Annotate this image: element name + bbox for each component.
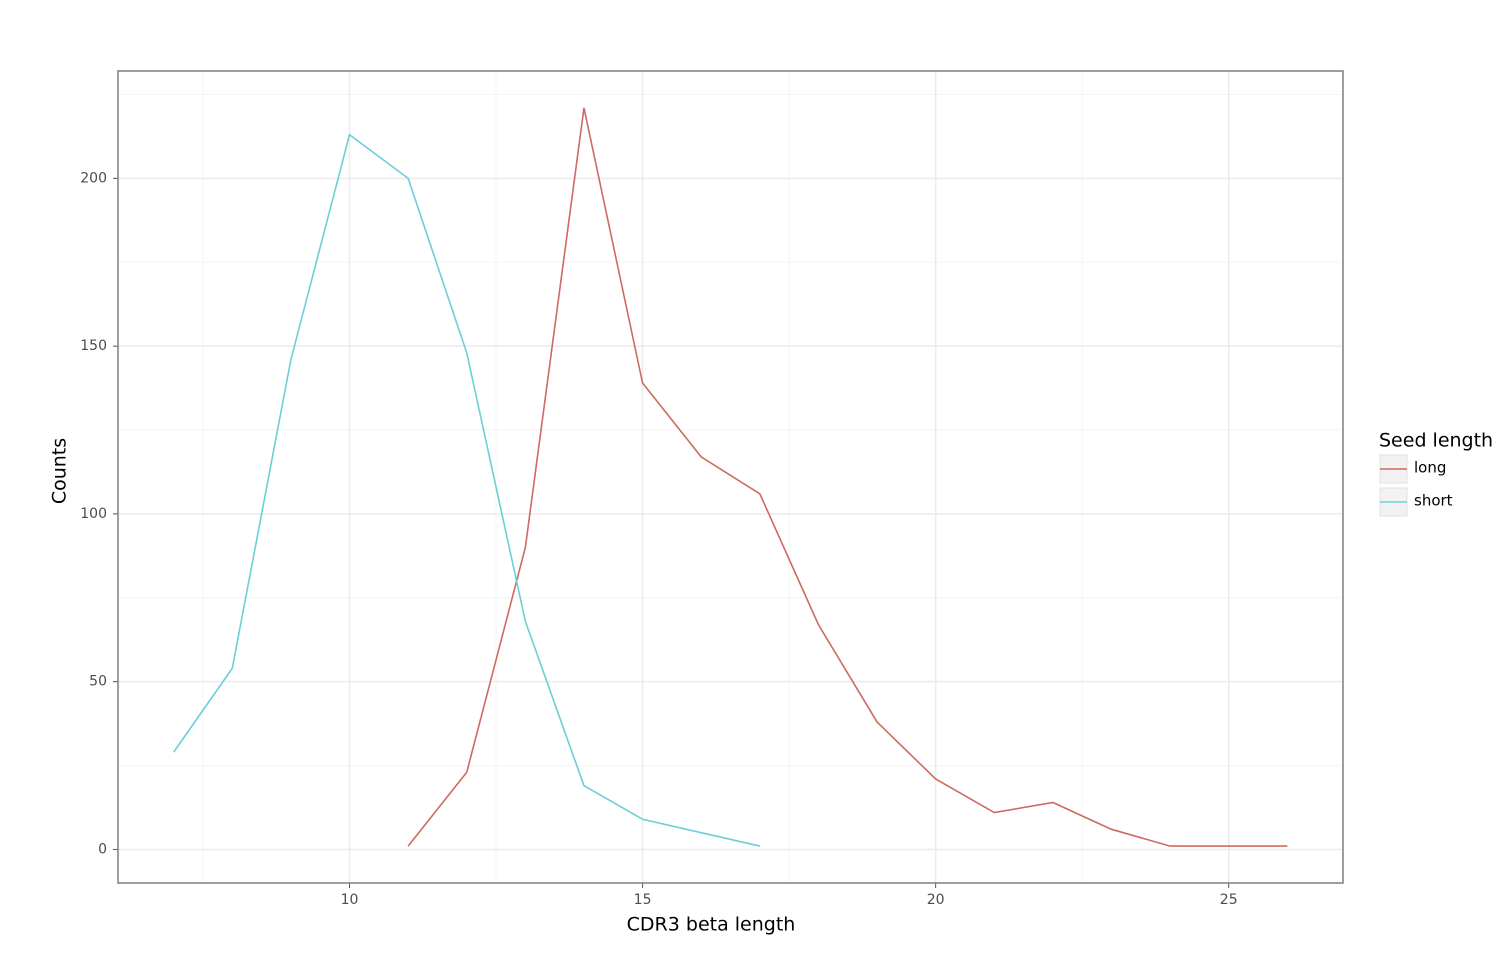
y-axis-title: Counts <box>49 438 71 504</box>
panel-border <box>117 70 1344 884</box>
x-axis-title: CDR3 beta length <box>627 914 796 936</box>
x-tick-label: 25 <box>1220 892 1238 908</box>
y-tick-label: 100 <box>80 506 107 522</box>
x-tick-label: 15 <box>634 892 652 908</box>
legend-label: long <box>1414 459 1446 477</box>
x-tick-label: 20 <box>927 892 945 908</box>
legend-title: Seed length <box>1379 430 1493 452</box>
y-tick-label: 50 <box>89 674 107 690</box>
series-line <box>407 107 1288 847</box>
y-tick-label: 0 <box>98 841 107 857</box>
x-tick-label: 10 <box>341 892 359 908</box>
legend-label: short <box>1414 492 1453 510</box>
y-tick-label: 200 <box>80 170 107 186</box>
series-line <box>173 133 760 847</box>
y-tick-label: 150 <box>80 338 107 354</box>
